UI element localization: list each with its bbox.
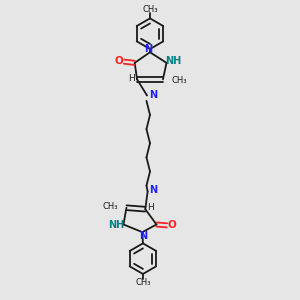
Text: CH₃: CH₃	[135, 278, 151, 287]
Text: N: N	[145, 44, 153, 54]
Text: O: O	[168, 220, 176, 230]
Text: CH₃: CH₃	[102, 202, 118, 211]
Text: O: O	[115, 56, 124, 66]
Text: CH₃: CH₃	[142, 5, 158, 14]
Text: H: H	[128, 74, 135, 83]
Text: NH: NH	[109, 220, 125, 230]
Text: N: N	[140, 231, 148, 241]
Text: H: H	[147, 203, 154, 212]
Text: N: N	[149, 185, 158, 195]
Text: N: N	[149, 90, 157, 100]
Text: CH₃: CH₃	[172, 76, 187, 85]
Text: NH: NH	[165, 56, 181, 66]
